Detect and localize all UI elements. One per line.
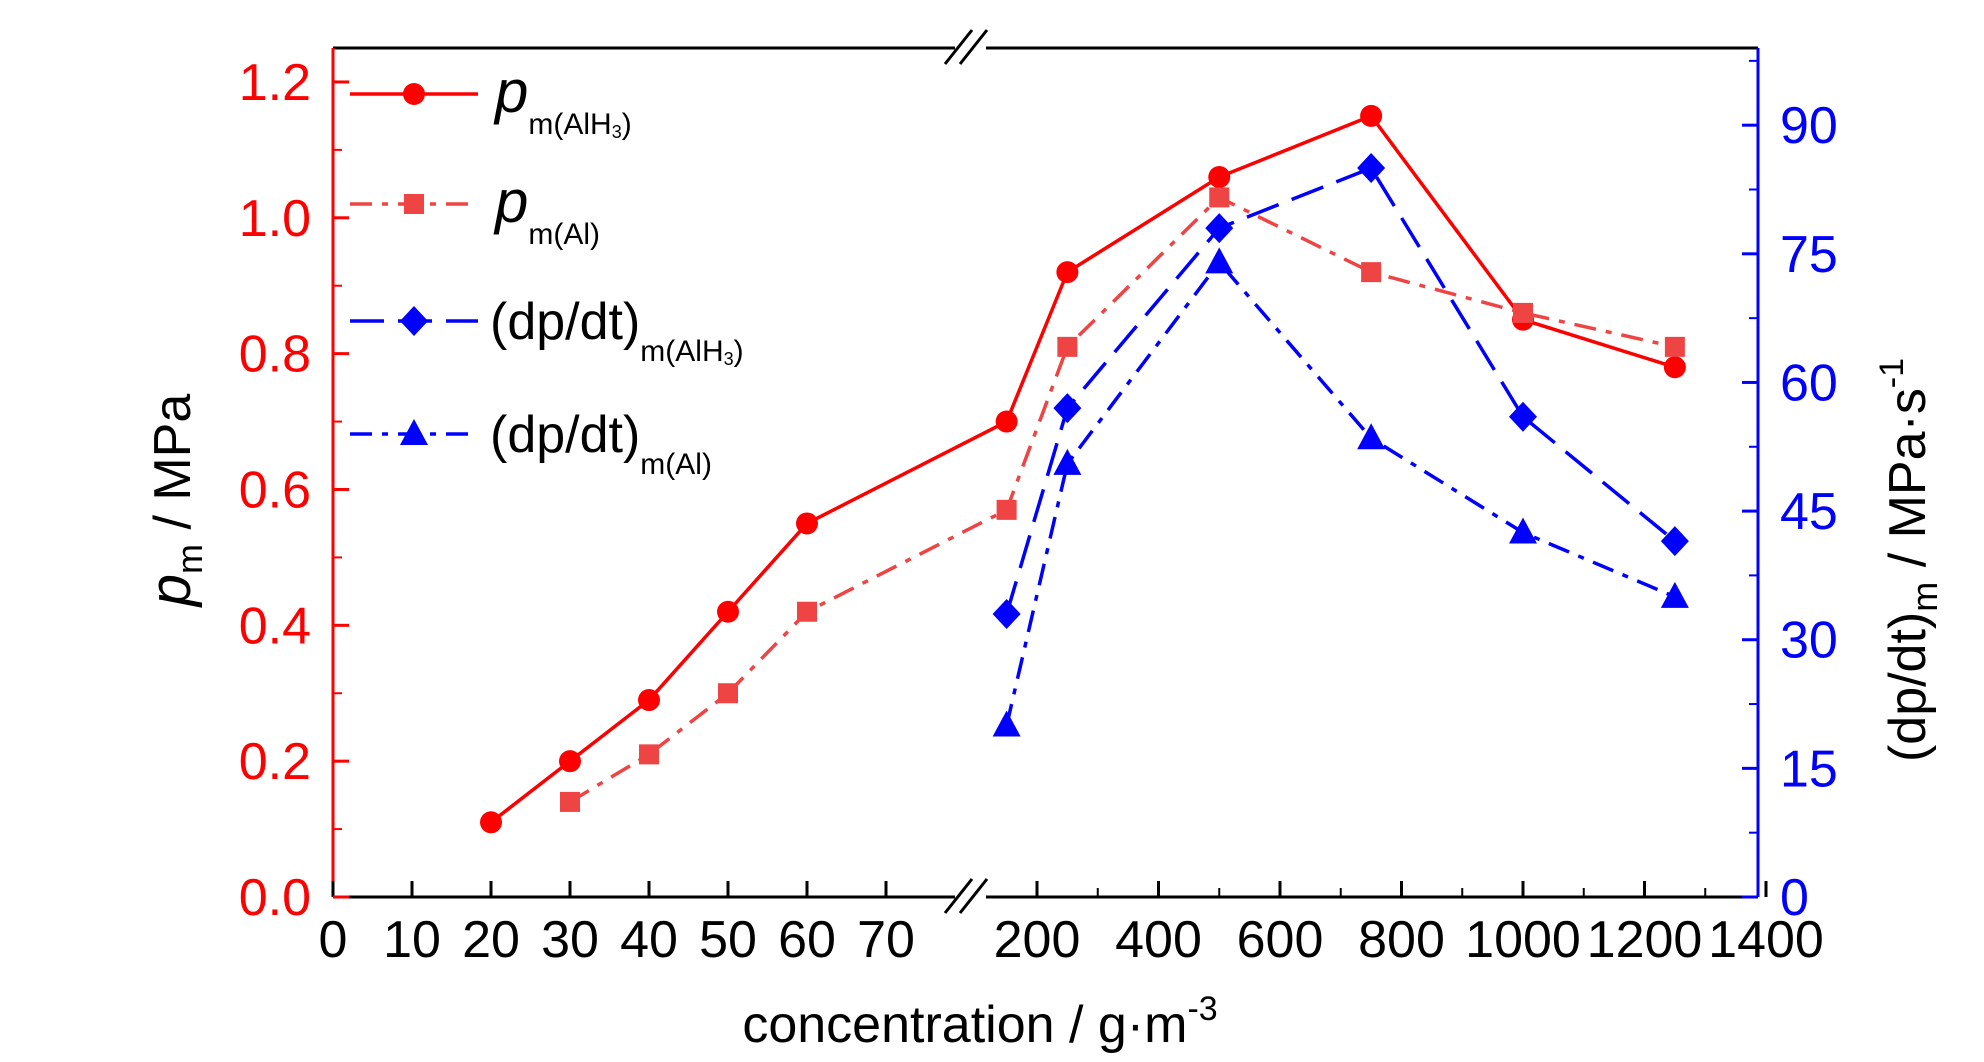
data-point: [797, 601, 817, 622]
x-tick-label: 1000: [1465, 911, 1581, 969]
data-point: [796, 512, 818, 535]
data-point: [1209, 187, 1230, 208]
x-tick-label: 1200: [1587, 911, 1703, 969]
y-right-tick-label: 30: [1780, 612, 1838, 670]
y-left-tick-label: 0.8: [239, 326, 311, 384]
x-tick-label: 20: [462, 911, 520, 969]
data-point: [996, 499, 1017, 520]
data-point: [639, 744, 659, 765]
legend-item-2: pm(Al): [350, 168, 600, 251]
x-axis-title: concentration / g·m-3: [742, 990, 1217, 1054]
y-left-tick-label: 0.2: [239, 733, 311, 791]
x-tick-label: 70: [857, 911, 915, 969]
x-tick-label: 50: [699, 911, 757, 969]
x-tick-label: 400: [1115, 911, 1202, 969]
legend-label: pm(Al): [493, 168, 600, 251]
y-left-tick-label: 0.0: [239, 869, 311, 927]
data-point: [1057, 336, 1078, 357]
data-point: [1361, 262, 1382, 283]
legend-item-1: pm(AlH3): [350, 58, 632, 142]
y-right-tick-label: 0: [1780, 869, 1809, 927]
data-point: [1357, 423, 1386, 450]
data-point: [1660, 581, 1689, 608]
legend-swatch-marker: [404, 194, 424, 214]
legend-item-3: (dp/dt)m(AlH3): [350, 293, 744, 369]
data-point: [1357, 153, 1386, 184]
y-right-tick-label: 15: [1780, 740, 1838, 798]
legend-swatch-marker: [403, 83, 425, 105]
legend: pm(AlH3) pm(Al) (dp/dt)m(AlH3) (dp/dt)m(Al): [350, 58, 744, 481]
x-tick-label: 30: [541, 911, 599, 969]
x-tick-label: 0: [319, 911, 348, 969]
legend-item-4: (dp/dt)m(Al): [350, 406, 712, 481]
series-line: [1004, 259, 1676, 726]
data-point: [559, 750, 581, 773]
data-point: [1053, 393, 1082, 424]
data-point: [480, 811, 502, 834]
x-tick-label: 200: [994, 911, 1081, 969]
series-layer: [480, 104, 1689, 834]
legend-label: (dp/dt)m(Al): [490, 406, 712, 481]
series-3: [992, 153, 1689, 629]
x-tick-label: 800: [1358, 911, 1445, 969]
data-point: [1360, 104, 1383, 127]
axes-layer: 0 10 20 30 40 50 60 70 200 400 600 800 1000 1200 14000…: [239, 29, 1838, 969]
legend-swatch-marker: [400, 306, 428, 336]
series-2: [560, 187, 1685, 812]
data-point: [995, 410, 1018, 433]
x-tick-label: 1400: [1708, 911, 1824, 969]
y-left-tick-label: 1.0: [239, 190, 311, 248]
data-point: [1205, 247, 1234, 274]
data-point: [1663, 356, 1686, 379]
y-left-tick-label: 0.4: [239, 597, 311, 655]
data-point: [638, 689, 660, 712]
x-tick-label: 40: [620, 911, 678, 969]
data-point: [1208, 166, 1231, 189]
data-point: [1513, 302, 1533, 323]
y-right-tick-label: 60: [1780, 354, 1838, 412]
y-left-tick-label: 0.6: [239, 461, 311, 519]
axis-break-mark-bottom: [943, 878, 974, 914]
y-right-tick-label: 75: [1780, 226, 1838, 284]
legend-label: (dp/dt)m(AlH3): [490, 293, 744, 369]
y-left-axis-title: pm / MPa: [138, 394, 210, 609]
series-1: [480, 104, 1686, 834]
data-point: [1509, 401, 1537, 432]
series-line: [1004, 165, 1676, 615]
y-right-axis-title: (dp/dt)m / MPa·s-1: [1873, 358, 1945, 762]
x-tick-label: 600: [1237, 911, 1324, 969]
x-tick-label: 60: [778, 911, 836, 969]
series-4: [992, 247, 1689, 737]
axis-break-mark-top: [943, 29, 974, 65]
data-point: [1205, 213, 1234, 244]
y-left-tick-label: 1.2: [239, 54, 311, 112]
data-point: [992, 599, 1021, 629]
y-right-tick-label: 90: [1780, 97, 1838, 155]
data-point: [992, 710, 1021, 737]
data-point: [1660, 526, 1689, 557]
y-right-tick-label: 45: [1780, 483, 1838, 541]
x-tick-label: 10: [383, 911, 441, 969]
axis-break-mark-bottom: [958, 878, 989, 914]
series-line: [569, 195, 1676, 804]
data-point: [1664, 336, 1685, 357]
data-point: [718, 683, 738, 704]
data-point: [1056, 261, 1079, 284]
axis-break-mark-top: [958, 29, 989, 65]
data-point: [1509, 517, 1537, 544]
data-point: [717, 600, 739, 623]
data-point: [1053, 448, 1082, 475]
legend-label: pm(AlH3): [493, 58, 632, 142]
legend-swatch-marker: [400, 419, 428, 445]
data-point: [560, 791, 580, 812]
